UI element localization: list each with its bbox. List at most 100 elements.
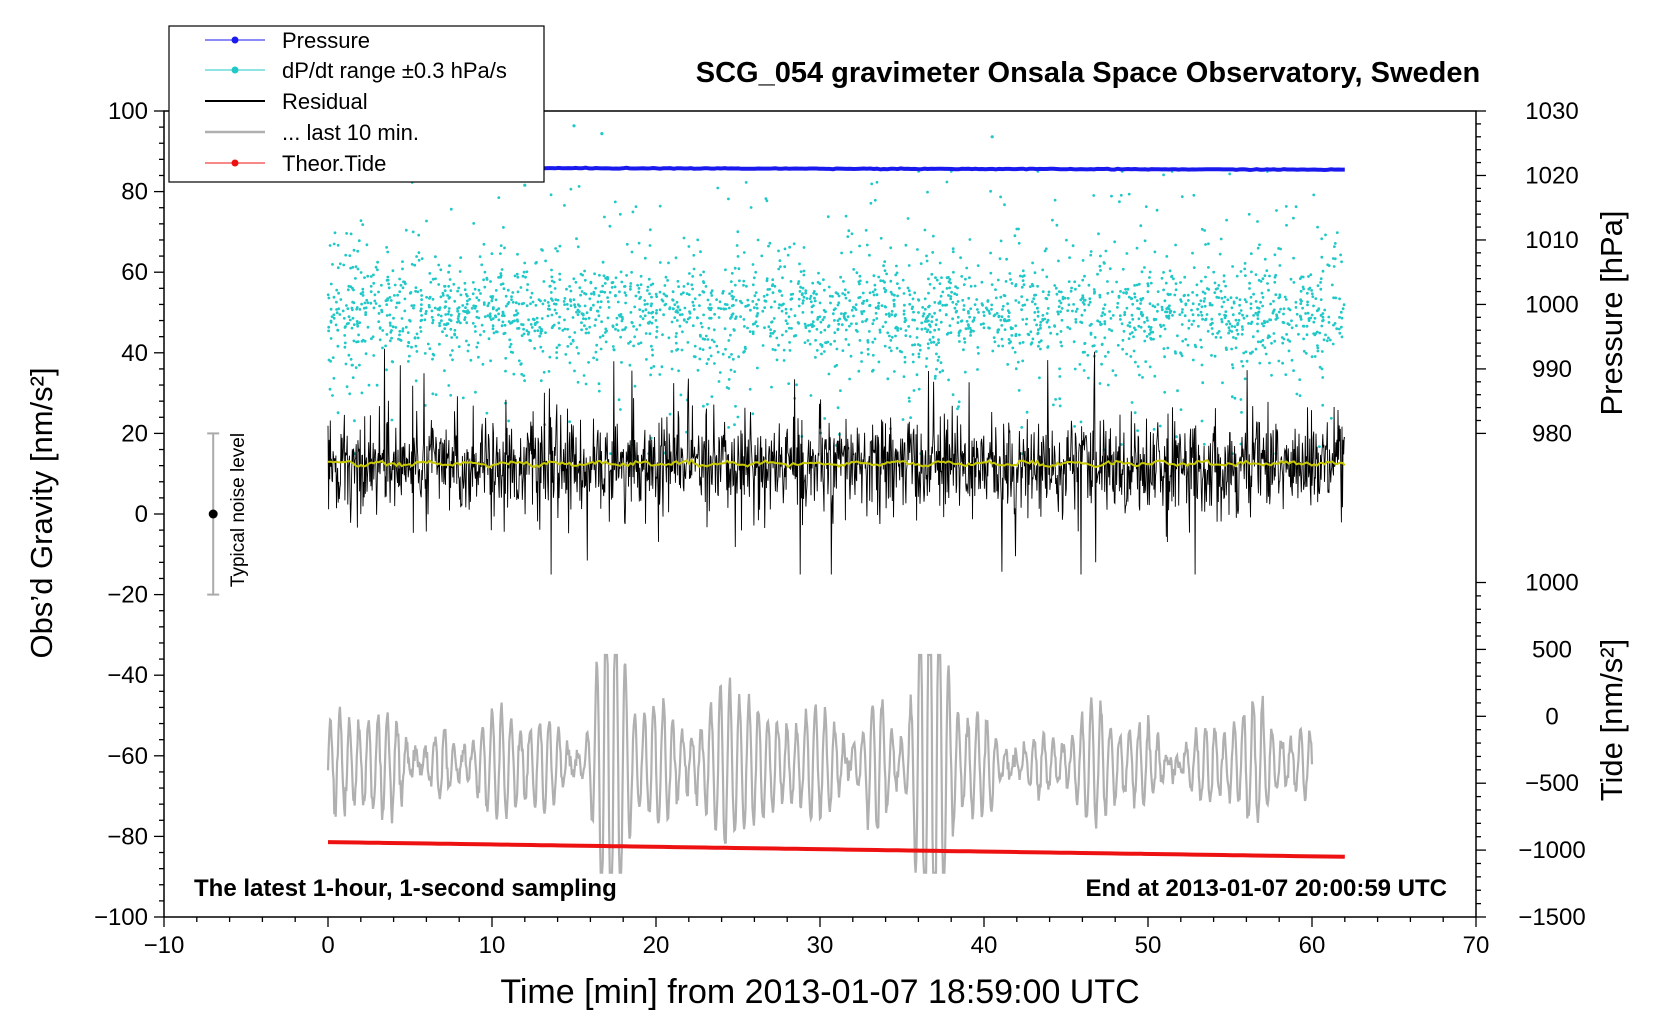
dpdt-point xyxy=(345,304,348,307)
dpdt-point xyxy=(1011,346,1015,350)
dpdt-point xyxy=(443,289,447,292)
dpdt-point xyxy=(448,296,451,299)
dpdt-point xyxy=(1249,302,1253,306)
dpdt-point xyxy=(483,315,487,319)
dpdt-point xyxy=(552,280,556,284)
dpdt-point xyxy=(854,308,858,311)
dpdt-point xyxy=(335,308,338,311)
dpdt-point xyxy=(1009,326,1013,329)
pressure-tick-label: 1010 xyxy=(1525,227,1578,254)
dpdt-point xyxy=(1102,261,1106,264)
dpdt-point xyxy=(820,352,823,356)
dpdt-point xyxy=(627,342,630,345)
dpdt-point xyxy=(894,313,898,317)
dpdt-point xyxy=(630,250,634,254)
dpdt-point xyxy=(1236,321,1240,325)
dpdt-point xyxy=(883,305,887,308)
dpdt-point xyxy=(588,325,592,329)
dpdt-point xyxy=(589,280,593,284)
dpdt-point xyxy=(803,322,807,326)
dpdt-point xyxy=(1235,328,1239,332)
dpdt-point xyxy=(374,265,378,269)
dpdt-point xyxy=(716,186,720,190)
dpdt-point xyxy=(972,318,976,322)
dpdt-point xyxy=(477,288,481,292)
dpdt-point xyxy=(327,325,331,329)
dpdt-point xyxy=(1223,316,1227,320)
dpdt-point xyxy=(537,298,541,301)
dpdt-point xyxy=(550,268,553,272)
dpdt-point xyxy=(514,301,518,305)
dpdt-point xyxy=(904,329,908,332)
dpdt-point xyxy=(390,336,393,340)
dpdt-point xyxy=(1250,320,1254,324)
dpdt-point xyxy=(500,268,504,271)
dpdt-point xyxy=(986,299,990,302)
dpdt-point xyxy=(771,348,775,351)
dpdt-point xyxy=(709,306,713,310)
dpdt-point xyxy=(1043,317,1047,321)
dpdt-point xyxy=(969,330,973,334)
dpdt-point xyxy=(1175,435,1178,439)
dpdt-point xyxy=(428,347,432,351)
dpdt-point xyxy=(885,272,888,276)
dpdt-point xyxy=(769,332,773,335)
dpdt-point xyxy=(861,302,865,305)
dpdt-point xyxy=(604,340,608,344)
dpdt-point xyxy=(623,285,626,288)
dpdt-point xyxy=(793,314,797,318)
dpdt-point xyxy=(1124,287,1127,291)
dpdt-point xyxy=(1001,308,1004,311)
dpdt-point xyxy=(884,320,887,324)
dpdt-point xyxy=(548,308,551,311)
dpdt-point xyxy=(1044,247,1048,251)
dpdt-point xyxy=(504,369,507,373)
dpdt-point xyxy=(770,385,773,389)
dpdt-point xyxy=(598,273,601,277)
dpdt-point xyxy=(504,356,508,360)
dpdt-point xyxy=(681,330,684,334)
dpdt-point xyxy=(424,309,428,313)
dpdt-point xyxy=(892,304,896,308)
dpdt-point xyxy=(416,290,420,294)
dpdt-point xyxy=(678,324,682,328)
dpdt-point xyxy=(755,314,759,317)
dpdt-point xyxy=(871,353,875,357)
dpdt-point xyxy=(465,339,468,343)
dpdt-point xyxy=(556,249,559,253)
dpdt-point xyxy=(1332,265,1336,268)
dpdt-point xyxy=(385,303,389,306)
dpdt-point xyxy=(386,275,390,279)
dpdt-point xyxy=(1240,325,1244,329)
dpdt-point xyxy=(911,353,915,356)
legend-entry-tide: Theor.Tide xyxy=(205,151,386,176)
dpdt-point xyxy=(865,299,869,303)
dpdt-point xyxy=(408,318,411,322)
dpdt-point xyxy=(852,268,856,271)
dpdt-point xyxy=(692,267,696,271)
legend-entry-dpdt: dP/dt range ±0.3 hPa/s xyxy=(205,58,507,83)
dpdt-point xyxy=(1256,322,1259,326)
dpdt-point xyxy=(724,347,727,351)
dpdt-point xyxy=(1324,233,1327,237)
dpdt-point xyxy=(966,327,970,330)
dpdt-point xyxy=(606,296,609,299)
dpdt-point xyxy=(707,326,711,330)
dpdt-point xyxy=(408,354,411,358)
dpdt-point xyxy=(730,290,734,293)
dpdt-point xyxy=(802,295,806,299)
dpdt-point xyxy=(1145,335,1149,338)
dpdt-point xyxy=(923,327,927,330)
dpdt-point xyxy=(1243,298,1247,301)
dpdt-point xyxy=(492,331,496,335)
dpdt-point xyxy=(513,274,517,278)
dpdt-point xyxy=(425,219,428,223)
dpdt-point xyxy=(1316,284,1320,287)
dpdt-point xyxy=(682,291,685,294)
dpdt-point xyxy=(1261,296,1265,299)
dpdt-point xyxy=(1316,344,1319,347)
dpdt-point xyxy=(1183,293,1186,297)
dpdt-point xyxy=(846,315,850,319)
dpdt-point xyxy=(707,357,710,361)
